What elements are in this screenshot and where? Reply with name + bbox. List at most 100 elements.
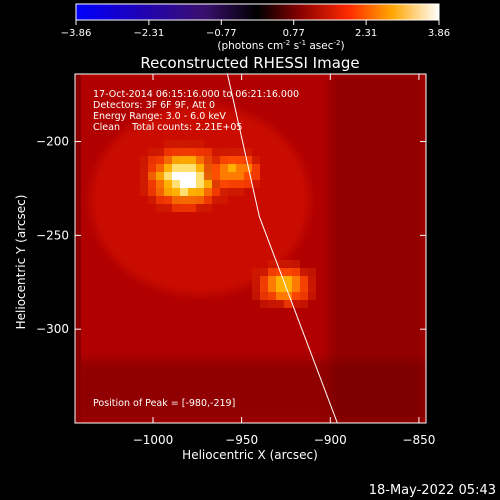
source-pixel bbox=[260, 276, 268, 284]
source-pixel bbox=[220, 164, 228, 172]
source-pixel bbox=[140, 188, 148, 196]
image-left-column bbox=[75, 74, 81, 423]
annotation-peak: Position of Peak = [-980,-219] bbox=[93, 398, 235, 409]
source-pixel bbox=[220, 188, 228, 196]
source-pixel bbox=[212, 196, 220, 204]
source-pixel bbox=[140, 164, 148, 172]
footer-date: 18-May-2022 05:43 bbox=[369, 483, 496, 498]
x-tick-label: −1000 bbox=[133, 433, 174, 447]
source-pixel bbox=[252, 268, 260, 276]
source-pixel bbox=[164, 180, 172, 188]
source-pixel bbox=[172, 164, 180, 172]
source-pixel bbox=[164, 196, 172, 204]
source-pixel bbox=[180, 188, 188, 196]
source-pixel bbox=[236, 156, 244, 164]
annotation-time: 17-Oct-2014 06:15:16.000 to 06:21:16.000 bbox=[93, 89, 299, 100]
source-pixel bbox=[148, 156, 156, 164]
source-pixel bbox=[172, 196, 180, 204]
colorbar: −3.86 −2.31 −0.77 0.77 2.31 3.86 (photons cm-… bbox=[61, 3, 450, 52]
solar-limb bbox=[226, 74, 338, 423]
source-pixel bbox=[212, 164, 220, 172]
source-pixel bbox=[180, 148, 188, 156]
colorbar-tick-label: −0.77 bbox=[206, 28, 237, 39]
source-pixel bbox=[188, 172, 196, 180]
source-pixel bbox=[180, 204, 188, 212]
source-pixel bbox=[220, 180, 228, 188]
source-pixel bbox=[180, 196, 188, 204]
source-pixel bbox=[300, 268, 308, 276]
source-pixel bbox=[220, 156, 228, 164]
source-pixel bbox=[292, 292, 300, 300]
source-pixel bbox=[292, 260, 300, 268]
source-pixel bbox=[228, 148, 236, 156]
source-pixel bbox=[188, 164, 196, 172]
source-pixel bbox=[172, 172, 180, 180]
image-dark-bottom bbox=[75, 360, 426, 423]
annotation-energy: Energy Range: 3.0 - 6.0 keV bbox=[93, 111, 226, 122]
plot-frame bbox=[74, 73, 427, 424]
source-pixel bbox=[268, 268, 276, 276]
source-pixel bbox=[300, 300, 308, 308]
colorbar-tick-label: −2.31 bbox=[134, 28, 165, 39]
source-pixel bbox=[180, 156, 188, 164]
source-pixel bbox=[156, 172, 164, 180]
y-axis-label: Heliocentric Y (arcsec) bbox=[14, 195, 28, 330]
y-tick-label: −300 bbox=[36, 322, 69, 336]
source-pixel bbox=[252, 276, 260, 284]
source-pixel bbox=[260, 292, 268, 300]
source-pixel bbox=[220, 148, 228, 156]
source-pixel bbox=[268, 260, 276, 268]
source-pixel bbox=[156, 156, 164, 164]
source-pixel bbox=[228, 156, 236, 164]
source-pixel bbox=[252, 180, 260, 188]
source-pixel bbox=[164, 148, 172, 156]
source-pixel bbox=[140, 172, 148, 180]
source-pixel bbox=[300, 284, 308, 292]
source-pixel bbox=[196, 148, 204, 156]
source-pixel bbox=[204, 172, 212, 180]
x-tick-label: −950 bbox=[225, 433, 258, 447]
source-pixel bbox=[148, 172, 156, 180]
source-pixel bbox=[228, 188, 236, 196]
y-tick-label: −250 bbox=[36, 228, 69, 242]
chart-title: Reconstructed RHESSI Image bbox=[140, 54, 359, 72]
source-pixel bbox=[252, 292, 260, 300]
source-pixel bbox=[276, 284, 284, 292]
source-pixel bbox=[276, 276, 284, 284]
source-pixel bbox=[196, 164, 204, 172]
source-pixel bbox=[196, 172, 204, 180]
source-pixel bbox=[196, 196, 204, 204]
source-pixel bbox=[276, 260, 284, 268]
source-pixel bbox=[284, 276, 292, 284]
source-pixel bbox=[164, 204, 172, 212]
source-pixel bbox=[212, 188, 220, 196]
source-pixel bbox=[212, 180, 220, 188]
source-pixel bbox=[204, 156, 212, 164]
source-pixel bbox=[204, 188, 212, 196]
source-pixel bbox=[188, 196, 196, 204]
source-pixel bbox=[204, 196, 212, 204]
source-pixel bbox=[220, 172, 228, 180]
y-tick-label: −200 bbox=[36, 135, 69, 149]
source-blob bbox=[204, 148, 260, 196]
source-pixel bbox=[268, 276, 276, 284]
source-pixel bbox=[236, 164, 244, 172]
source-pixel bbox=[164, 164, 172, 172]
source-pixel bbox=[260, 284, 268, 292]
source-pixel bbox=[276, 300, 284, 308]
source-pixel bbox=[140, 156, 148, 164]
source-pixel bbox=[212, 172, 220, 180]
source-pixel bbox=[172, 204, 180, 212]
annotation-counts: Clean Total counts: 2.21E+05 bbox=[93, 122, 242, 133]
source-pixel bbox=[188, 148, 196, 156]
source-pixel bbox=[180, 140, 188, 148]
source-pixel bbox=[284, 292, 292, 300]
source-pixel bbox=[148, 164, 156, 172]
source-pixel bbox=[156, 180, 164, 188]
source-pixel bbox=[156, 164, 164, 172]
source-pixel bbox=[196, 180, 204, 188]
source-pixel bbox=[308, 276, 316, 284]
source-pixel bbox=[156, 204, 164, 212]
source-pixel bbox=[148, 196, 156, 204]
